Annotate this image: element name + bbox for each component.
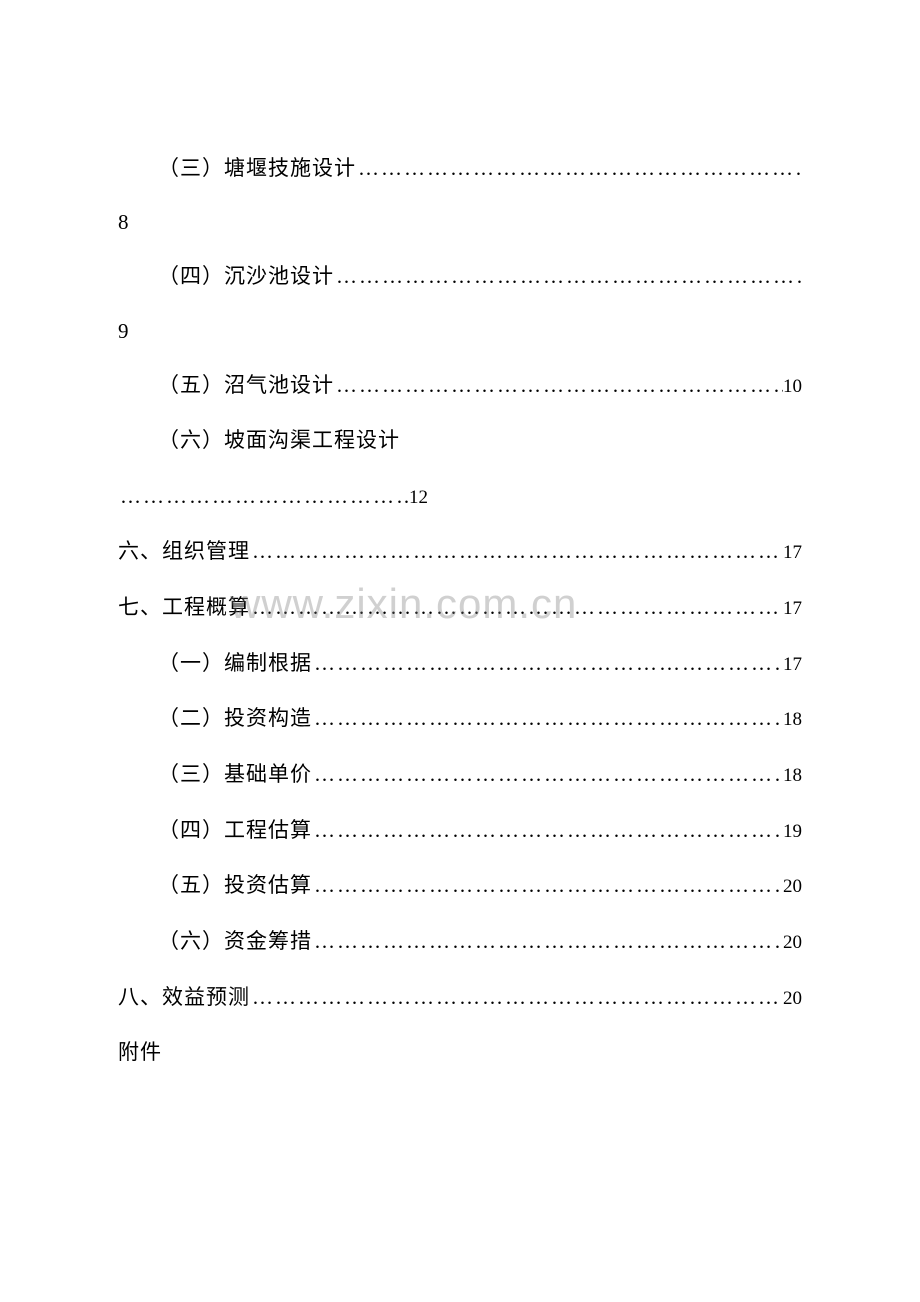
toc-leader: …………………………………………………………………………………………………………… <box>312 872 783 899</box>
toc-leader: …………………………………………………………………………………………………………… <box>118 483 409 510</box>
toc-entry-page: 18 <box>783 708 802 733</box>
toc-leader: …………………………………………………………………………………………………………… <box>312 650 783 677</box>
toc-leader: …………………………………………………………………………………………………………… <box>312 928 783 955</box>
toc-entry: 六、组织管理 ………………………………………………………………………………………… <box>118 538 802 566</box>
toc-entry: （五）投资估算 ……………………………………………………………………………………… <box>118 872 802 900</box>
toc-entry-label: （六）坡面沟渠工程设计 <box>158 427 400 454</box>
toc-entry-label: （六）资金筹措 <box>158 928 312 955</box>
toc-entry-page: 10 <box>783 375 802 400</box>
toc-entry: （四）沉沙池设计……………………………………………………………………………………… <box>118 263 802 290</box>
toc-entry-page: 12 <box>409 486 428 511</box>
toc-entry-label: （三）基础单价 <box>158 761 312 788</box>
toc-entry-page: 8 <box>118 210 802 235</box>
toc-entry-page: 20 <box>783 987 802 1012</box>
toc-entry-page: 17 <box>783 541 802 566</box>
toc-leader: …………………………………………………………………………………………………………… <box>312 705 783 732</box>
toc-entry-continuation: …………………………………………………………………………………………………………… <box>118 483 428 511</box>
toc-entry-label: 七、工程概算 <box>118 594 250 621</box>
toc-leader: …………………………………………………………………………………………………………… <box>312 761 783 788</box>
toc-leader: …………………………………………………………………………………………………………… <box>334 372 783 399</box>
toc-entry: 七、工程概算 ………………………………………………………………………………………… <box>118 594 802 622</box>
toc-entry: （三）基础单价 ……………………………………………………………………………………… <box>118 761 802 789</box>
toc-entry-label: （一）编制根据 <box>158 650 312 677</box>
toc-leader: …………………………………………………………………………………………………………… <box>356 155 802 182</box>
toc-entry-page: 9 <box>118 319 802 344</box>
toc-entry: （四）工程估算 ……………………………………………………………………………………… <box>118 817 802 845</box>
toc-entry: （五）沼气池设计 …………………………………………………………………………………… <box>118 372 802 400</box>
toc-entry: （一）编制根据 ……………………………………………………………………………………… <box>118 650 802 678</box>
toc-entry-label: （五）沼气池设计 <box>158 372 334 399</box>
toc-entry-page: 20 <box>783 875 802 900</box>
toc-entry-page: 19 <box>783 820 802 845</box>
toc-entry-page: 20 <box>783 931 802 956</box>
toc-entry-page: 17 <box>783 597 802 622</box>
toc-entry-label: （四）工程估算 <box>158 817 312 844</box>
toc-entry: （三）塘堰技施设计…………………………………………………………………………………… <box>118 155 802 182</box>
toc-entry-label: （五）投资估算 <box>158 872 312 899</box>
toc-entry-page: 17 <box>783 653 802 678</box>
toc-entry-label: （三）塘堰技施设计 <box>158 155 356 182</box>
toc-entry-label: 六、组织管理 <box>118 538 250 565</box>
toc-entry: （六）资金筹措 ……………………………………………………………………………………… <box>118 928 802 956</box>
table-of-contents: （三）塘堰技施设计…………………………………………………………………………………… <box>118 155 802 1067</box>
toc-entry-label: （二）投资构造 <box>158 705 312 732</box>
toc-entry: （二）投资构造 ……………………………………………………………………………………… <box>118 705 802 733</box>
toc-leader: …………………………………………………………………………………………………………… <box>312 817 783 844</box>
toc-entry-page: 18 <box>783 764 802 789</box>
toc-leader: …………………………………………………………………………………………………………… <box>334 263 802 290</box>
toc-entry-label: 附件 <box>118 1039 162 1066</box>
toc-entry: 附件 <box>118 1039 802 1066</box>
toc-entry: （六）坡面沟渠工程设计 <box>118 427 802 454</box>
toc-leader: …………………………………………………………………………………………………………… <box>250 538 783 565</box>
toc-entry-label: 八、效益预测 <box>118 984 250 1011</box>
toc-entry-label: （四）沉沙池设计 <box>158 263 334 290</box>
toc-leader: …………………………………………………………………………………………………………… <box>250 594 783 621</box>
document-page: www.zixin.com.cn （三）塘堰技施设计……………………………………… <box>0 0 920 1302</box>
toc-entry: 八、效益预测 ………………………………………………………………………………………… <box>118 984 802 1012</box>
toc-leader: …………………………………………………………………………………………………………… <box>250 984 783 1011</box>
